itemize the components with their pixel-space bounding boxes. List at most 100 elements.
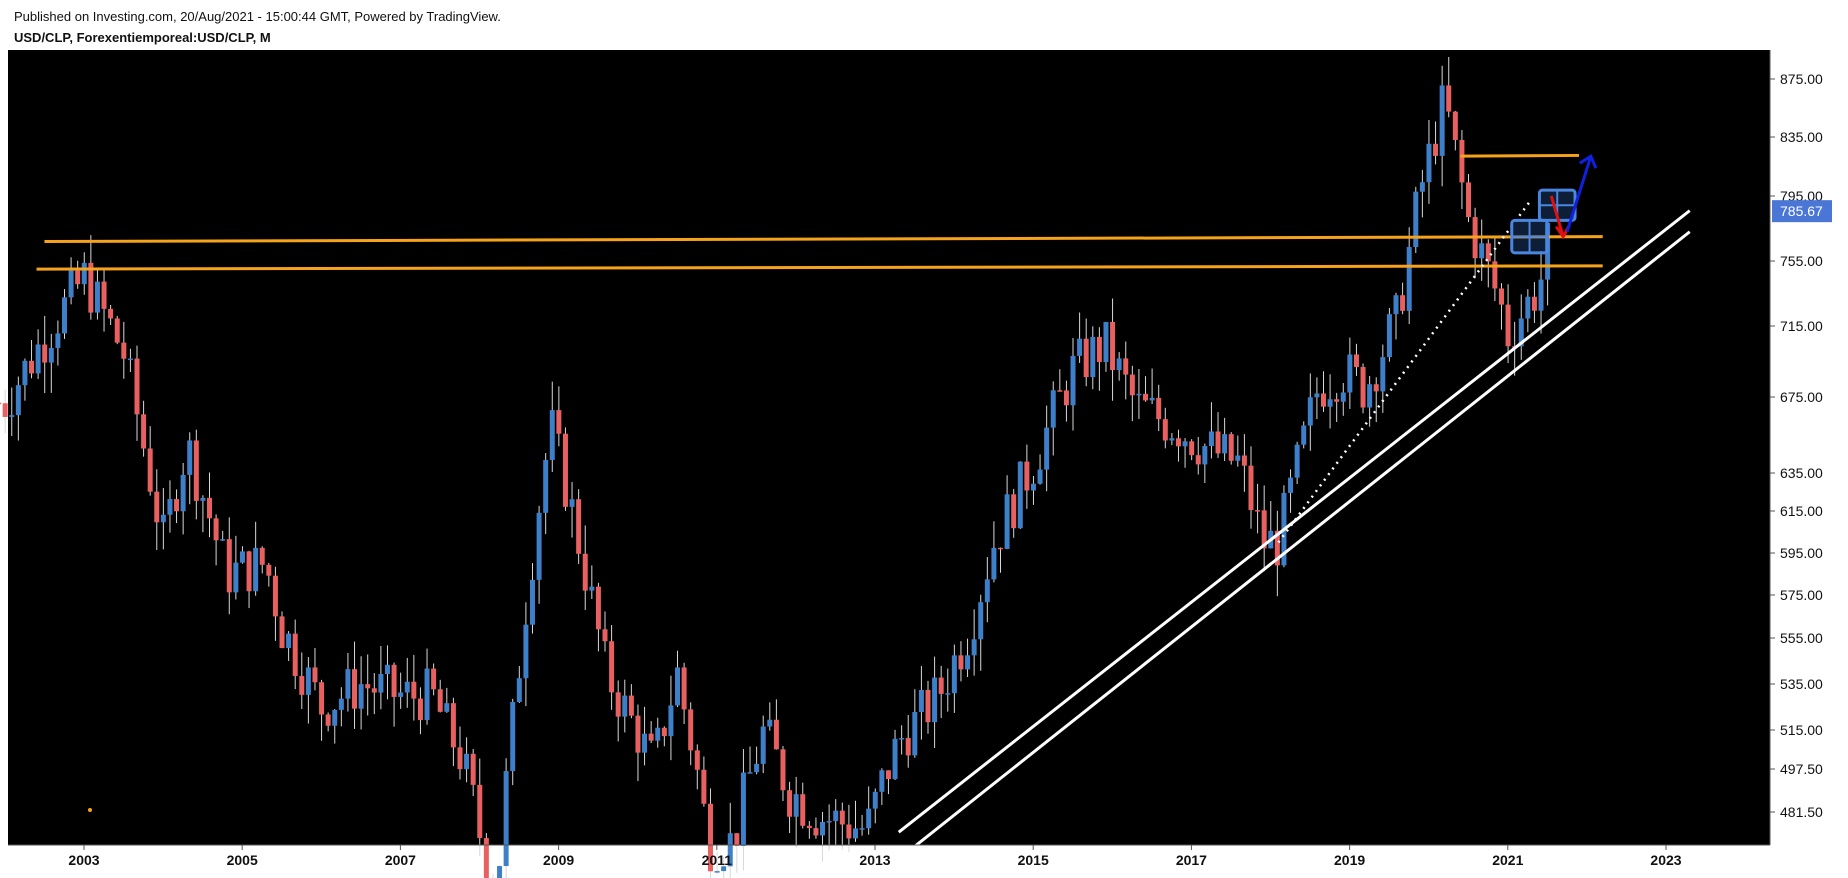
candle-body (694, 750, 700, 770)
candle-body (925, 689, 931, 723)
x-tick-label: 2021 (1492, 852, 1523, 868)
candle-body (0, 402, 2, 405)
candle-body (721, 866, 727, 872)
candle-body (628, 695, 634, 716)
y-tick-label: 515.00 (1780, 722, 1823, 738)
candle-body (55, 333, 61, 348)
candle-body (352, 669, 358, 709)
candle-body (1459, 139, 1465, 183)
candle-body (1525, 296, 1531, 319)
candle-body (483, 838, 489, 878)
candle-body (1353, 354, 1359, 368)
x-tick-label: 2009 (543, 852, 574, 868)
time-axis[interactable]: 2003 2005 2007 2009 2011 2013 2015 2017 2019 2021… (8, 844, 1770, 868)
candle-body (1413, 191, 1419, 248)
candle-body (1011, 494, 1017, 529)
candle-body (826, 821, 832, 823)
y-tick-label: 675.00 (1780, 389, 1823, 405)
candle-body (1373, 384, 1379, 392)
candle-body (918, 689, 924, 713)
candle-body (1426, 143, 1432, 183)
candle-body (1327, 399, 1333, 407)
candle-body (642, 733, 648, 753)
candle-body (912, 712, 918, 756)
candle-body (299, 676, 305, 695)
x-tick-label: 2013 (859, 852, 890, 868)
candle-body (892, 738, 898, 780)
candle-body (1156, 397, 1162, 420)
candle-body (61, 297, 67, 334)
candle-body (773, 719, 779, 750)
resistance-line (1460, 153, 1579, 158)
candle-body (1143, 393, 1149, 401)
candle-body (167, 499, 173, 515)
candle-body (470, 753, 476, 785)
candle-body (1050, 390, 1056, 428)
candle-body (417, 698, 423, 721)
candle-body (345, 669, 351, 699)
candle-body (1116, 358, 1122, 371)
candle-body (707, 803, 713, 872)
candle-body (233, 562, 239, 593)
candle-body (1419, 182, 1425, 192)
price-axis[interactable]: 481.50 497.50 515.00 535.00 555.00 575.00 595.… (1769, 50, 1823, 845)
candle-body (536, 512, 542, 580)
candle-body (464, 753, 470, 770)
plot-area[interactable] (8, 50, 1770, 845)
candle-body (859, 828, 865, 830)
candle-body (114, 318, 120, 343)
candle-body (714, 871, 720, 873)
candle-body (615, 692, 621, 717)
candle-body (1044, 427, 1050, 470)
candle-body (42, 344, 48, 363)
candle-body (121, 342, 127, 359)
candle-body (35, 344, 41, 374)
candle-body (358, 684, 364, 709)
symbol-title: USD/CLP, Forexentiemporeal:USD/CLP, M (14, 30, 271, 45)
candle-body (411, 681, 417, 699)
candle-body (1301, 425, 1307, 445)
candle-body (431, 668, 437, 690)
candle-body (1261, 510, 1267, 549)
candle-body (259, 547, 265, 565)
chart-header: Published on Investing.com, 20/Aug/2021 … (14, 8, 501, 50)
candle-body (147, 448, 153, 492)
y-tick-label: 835.00 (1780, 129, 1823, 145)
candle-body (655, 727, 661, 741)
candle-body (378, 673, 384, 693)
x-tick-label: 2017 (1176, 852, 1207, 868)
candle-body (569, 499, 575, 507)
up-arrow-head (1579, 153, 1598, 169)
candle-body (701, 769, 707, 804)
candle-body (1360, 367, 1366, 408)
candle-body (180, 474, 186, 512)
x-tick-label: 2007 (385, 852, 416, 868)
candle-body (978, 602, 984, 640)
candle-body (872, 791, 878, 809)
candle-body (767, 719, 773, 727)
last-price-value: 785.67 (1780, 203, 1823, 219)
candle-body (1149, 397, 1155, 401)
candle-body (668, 705, 674, 737)
candle-body (1024, 461, 1030, 491)
candle-body (246, 551, 252, 592)
candle-body (866, 808, 872, 829)
candle-body (523, 624, 529, 679)
candle-body (200, 497, 206, 501)
candle-body (1129, 374, 1135, 396)
x-tick-label: 2011 (702, 852, 733, 868)
y-tick-label: 595.00 (1780, 545, 1823, 561)
candle-body (793, 794, 799, 817)
candle-body (1479, 243, 1485, 259)
candle-body (852, 828, 858, 839)
candle-body (437, 689, 443, 712)
y-tick-label: 575.00 (1780, 587, 1823, 603)
candle-body (22, 360, 28, 386)
candle-body (1406, 247, 1412, 311)
candle-body (141, 414, 147, 449)
candle-body (9, 415, 15, 417)
candle-body (661, 727, 667, 737)
candle-body (1255, 510, 1261, 512)
dotted-trend-line (1277, 198, 1533, 544)
